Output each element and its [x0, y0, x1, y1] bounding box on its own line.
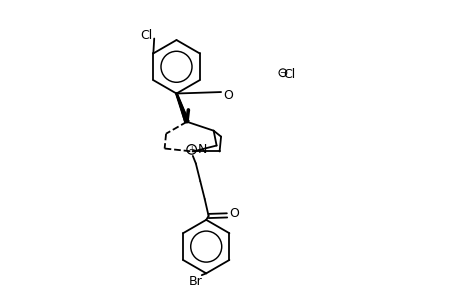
Text: +: +: [188, 145, 195, 154]
Text: Cl: Cl: [283, 68, 295, 81]
Polygon shape: [176, 94, 189, 122]
Text: −: −: [279, 68, 286, 77]
Text: O: O: [229, 207, 239, 220]
Text: O: O: [223, 88, 233, 101]
Text: Cl: Cl: [140, 29, 152, 42]
Text: N: N: [198, 143, 207, 156]
Text: Br: Br: [189, 275, 202, 288]
